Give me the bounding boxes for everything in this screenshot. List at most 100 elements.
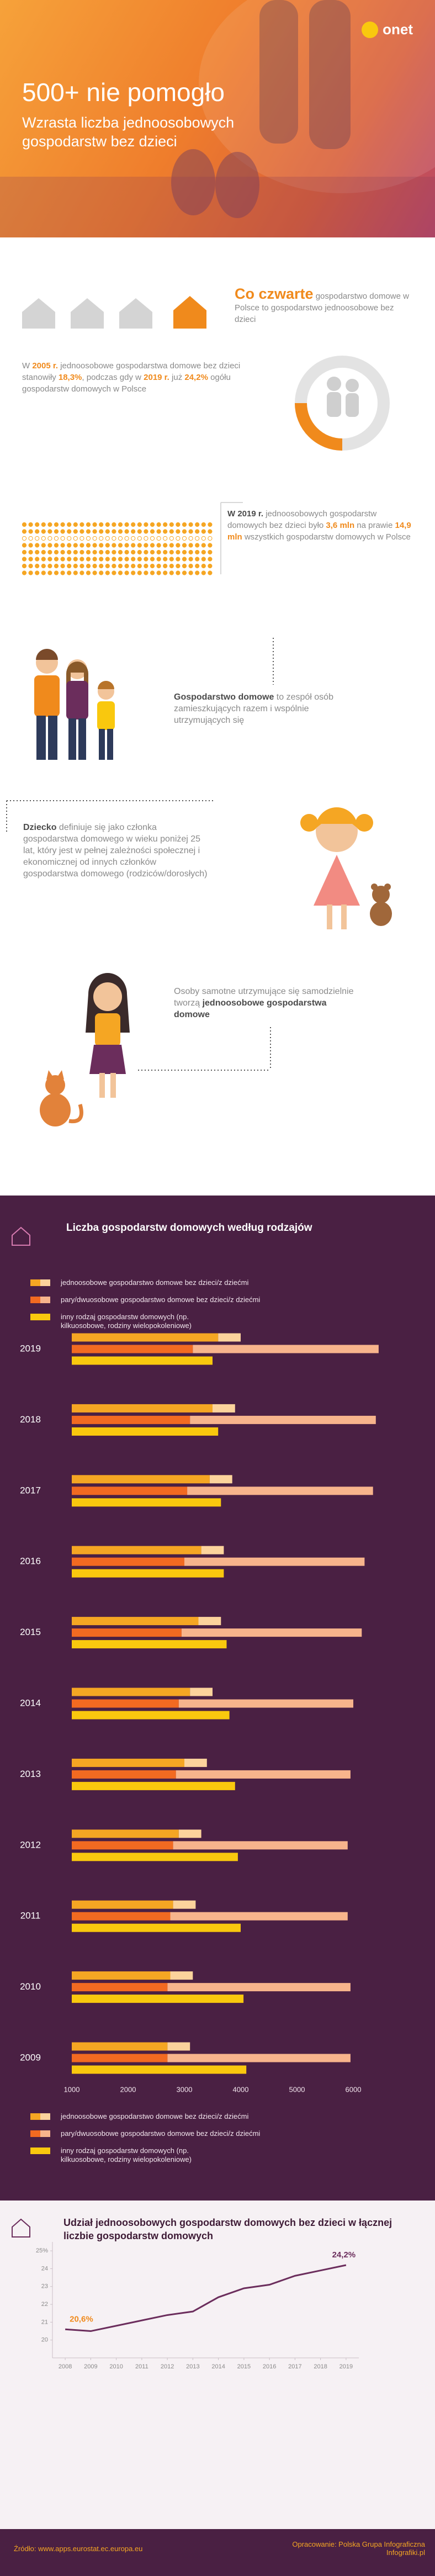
dot bbox=[124, 522, 129, 527]
dot bbox=[99, 543, 104, 548]
dot bbox=[41, 557, 46, 562]
dot bbox=[35, 536, 40, 541]
dot bbox=[99, 557, 104, 562]
dot bbox=[99, 522, 104, 527]
dot bbox=[208, 536, 213, 541]
bar-segment bbox=[72, 1475, 210, 1484]
family-icon bbox=[34, 649, 115, 760]
dot bbox=[163, 536, 168, 541]
bar-segment bbox=[72, 1781, 235, 1790]
dot bbox=[47, 543, 52, 548]
bar-segment bbox=[173, 1900, 196, 1909]
bar-segment bbox=[72, 1333, 219, 1342]
x-tick-label: 2008 bbox=[59, 2363, 72, 2370]
dot bbox=[79, 570, 84, 575]
dot bbox=[124, 563, 129, 569]
dot bbox=[60, 529, 65, 534]
household-fact: Gospodarstwo domowe to zespół osób zamie… bbox=[174, 691, 351, 726]
text: definiuje się jako członka gospodarstwa … bbox=[23, 823, 208, 879]
dot bbox=[28, 529, 33, 534]
bar-segment bbox=[201, 1546, 224, 1554]
dot bbox=[47, 570, 52, 575]
highlight: 2005 r. bbox=[32, 361, 59, 371]
dot bbox=[131, 543, 136, 548]
text: jednoosobowych gospodarstw domowych bez … bbox=[227, 509, 377, 530]
dot bbox=[92, 536, 97, 541]
dot bbox=[28, 563, 33, 569]
cat-icon bbox=[40, 1070, 83, 1126]
share-fact: W 2005 r. jednoosobowe gospodarstwa domo… bbox=[22, 360, 259, 395]
dot bbox=[208, 522, 213, 527]
y-tick-label: 2019 bbox=[20, 1343, 41, 1353]
dot bbox=[41, 543, 46, 548]
dot bbox=[105, 522, 110, 527]
x-tick-label: 2000 bbox=[120, 2085, 136, 2093]
footer: Źródło: www.apps.eurostat.ec.europa.eu O… bbox=[0, 2529, 435, 2576]
dots bbox=[22, 522, 213, 575]
dot bbox=[28, 570, 33, 575]
dot bbox=[47, 557, 52, 562]
dot bbox=[118, 563, 123, 569]
chart-title: Liczba gospodarstw domowych według rodza… bbox=[66, 1222, 312, 1234]
dot bbox=[92, 570, 97, 575]
y-tick-label: 22 bbox=[41, 2301, 48, 2308]
bar-segment bbox=[72, 1829, 179, 1838]
dot bbox=[99, 536, 104, 541]
highlight: 24,2% bbox=[184, 373, 208, 382]
quarter-fact: Co czwarte gospodarstwo domowe w Polsce … bbox=[235, 285, 417, 325]
dot bbox=[137, 570, 142, 575]
dot bbox=[92, 557, 97, 562]
subtitle: Wzrasta liczba jednoosobowych gospodarst… bbox=[22, 114, 235, 150]
dot bbox=[124, 536, 129, 541]
dot bbox=[208, 557, 213, 562]
dot bbox=[79, 529, 84, 534]
dot bbox=[144, 536, 148, 541]
x-tick-label: 3000 bbox=[177, 2085, 193, 2093]
dot bbox=[112, 543, 116, 548]
dot bbox=[182, 549, 187, 555]
legend-swatch bbox=[40, 1279, 50, 1286]
dot bbox=[105, 563, 110, 569]
dot bbox=[176, 522, 181, 527]
bar-segment bbox=[72, 1427, 219, 1436]
x-tick-label: 2018 bbox=[314, 2363, 327, 2370]
dot bbox=[105, 543, 110, 548]
dot bbox=[150, 549, 155, 555]
dot bbox=[35, 543, 40, 548]
dot bbox=[105, 557, 110, 562]
dot bbox=[163, 557, 168, 562]
x-tick-label: 2014 bbox=[211, 2363, 225, 2370]
dot bbox=[188, 543, 193, 548]
lead: Co czwarte bbox=[235, 285, 314, 302]
bar-segment bbox=[72, 1487, 188, 1495]
dot bbox=[67, 557, 72, 562]
single-fact: Osoby samotne utrzymujące się samodzieln… bbox=[174, 986, 356, 1020]
y-tick-label: 2017 bbox=[20, 1485, 41, 1495]
bar-segment bbox=[72, 1923, 241, 1932]
bar-chart: 2019 2018 2017 2016 2015 2014 2013 2012 2011 2010… bbox=[12, 1226, 379, 2093]
dot bbox=[195, 522, 200, 527]
dot bbox=[22, 522, 27, 527]
bar-segment bbox=[72, 1546, 201, 1554]
bar-segment bbox=[72, 1995, 244, 2003]
dot bbox=[201, 570, 206, 575]
dot bbox=[28, 543, 33, 548]
bar-segment bbox=[72, 1498, 221, 1507]
dot bbox=[144, 529, 148, 534]
dot bbox=[67, 549, 72, 555]
logo: onet bbox=[362, 21, 413, 38]
bar-segment bbox=[181, 1628, 362, 1637]
dot bbox=[112, 563, 116, 569]
line-section: 20 21 22 23 24 25% 2008 2009 2010 2011 2012 2013 201… bbox=[0, 2201, 435, 2529]
dot bbox=[156, 563, 161, 569]
dot bbox=[73, 563, 78, 569]
x-tick-label: 6000 bbox=[346, 2085, 362, 2093]
dot bbox=[47, 563, 52, 569]
bar-segment bbox=[198, 1617, 221, 1626]
dot bbox=[150, 563, 155, 569]
x-tick-label: 4000 bbox=[233, 2085, 249, 2093]
dot bbox=[105, 549, 110, 555]
dot bbox=[169, 543, 174, 548]
bar-segment bbox=[209, 1475, 232, 1484]
dot bbox=[67, 529, 72, 534]
